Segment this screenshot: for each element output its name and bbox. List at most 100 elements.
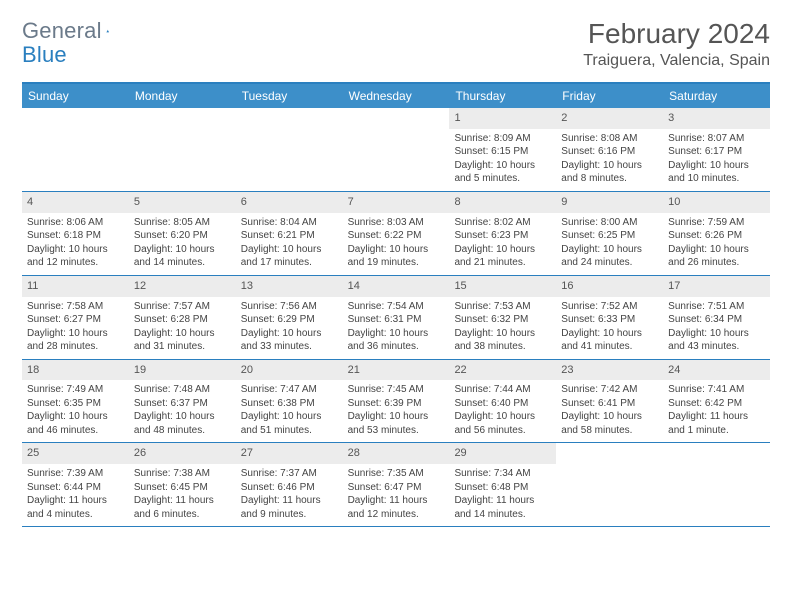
daylight-text-2: and 56 minutes. xyxy=(454,424,551,438)
daylight-text-2: and 46 minutes. xyxy=(27,424,124,438)
day-cell: 10Sunrise: 7:59 AMSunset: 6:26 PMDayligh… xyxy=(663,192,770,275)
day-header: Wednesday xyxy=(343,84,450,108)
day-details: Sunrise: 7:56 AMSunset: 6:29 PMDaylight:… xyxy=(236,297,343,359)
daylight-text-2: and 48 minutes. xyxy=(134,424,231,438)
day-header: Thursday xyxy=(449,84,556,108)
daylight-text-2: and 24 minutes. xyxy=(561,256,658,270)
day-details: Sunrise: 7:48 AMSunset: 6:37 PMDaylight:… xyxy=(129,380,236,442)
day-number: 22 xyxy=(449,360,556,381)
day-number: 12 xyxy=(129,276,236,297)
daylight-text-1: Daylight: 10 hours xyxy=(134,327,231,341)
sunset-text: Sunset: 6:21 PM xyxy=(241,229,338,243)
sunrise-text: Sunrise: 7:58 AM xyxy=(27,300,124,314)
sunset-text: Sunset: 6:27 PM xyxy=(27,313,124,327)
logo-text-blue-wrap: Blue xyxy=(22,42,67,68)
sunset-text: Sunset: 6:17 PM xyxy=(668,145,765,159)
day-cell: 29Sunrise: 7:34 AMSunset: 6:48 PMDayligh… xyxy=(449,443,556,526)
day-cell: 18Sunrise: 7:49 AMSunset: 6:35 PMDayligh… xyxy=(22,360,129,443)
sunset-text: Sunset: 6:25 PM xyxy=(561,229,658,243)
day-cell: 11Sunrise: 7:58 AMSunset: 6:27 PMDayligh… xyxy=(22,276,129,359)
day-number: 13 xyxy=(236,276,343,297)
empty-cell xyxy=(663,443,770,526)
day-cell: 28Sunrise: 7:35 AMSunset: 6:47 PMDayligh… xyxy=(343,443,450,526)
day-cell: 21Sunrise: 7:45 AMSunset: 6:39 PMDayligh… xyxy=(343,360,450,443)
day-number: 9 xyxy=(556,192,663,213)
daylight-text-2: and 10 minutes. xyxy=(668,172,765,186)
sunrise-text: Sunrise: 8:02 AM xyxy=(454,216,551,230)
daylight-text-1: Daylight: 10 hours xyxy=(348,327,445,341)
day-details: Sunrise: 7:42 AMSunset: 6:41 PMDaylight:… xyxy=(556,380,663,442)
daylight-text-2: and 6 minutes. xyxy=(134,508,231,522)
daylight-text-2: and 12 minutes. xyxy=(27,256,124,270)
day-details: Sunrise: 8:08 AMSunset: 6:16 PMDaylight:… xyxy=(556,129,663,191)
sunset-text: Sunset: 6:34 PM xyxy=(668,313,765,327)
empty-cell xyxy=(236,108,343,191)
sunrise-text: Sunrise: 8:08 AM xyxy=(561,132,658,146)
sunset-text: Sunset: 6:47 PM xyxy=(348,481,445,495)
day-details: Sunrise: 7:58 AMSunset: 6:27 PMDaylight:… xyxy=(22,297,129,359)
day-number: 7 xyxy=(343,192,450,213)
daylight-text-1: Daylight: 11 hours xyxy=(454,494,551,508)
daylight-text-2: and 51 minutes. xyxy=(241,424,338,438)
month-title: February 2024 xyxy=(583,18,770,50)
sunrise-text: Sunrise: 7:54 AM xyxy=(348,300,445,314)
week-row: 1Sunrise: 8:09 AMSunset: 6:15 PMDaylight… xyxy=(22,108,770,192)
daylight-text-2: and 31 minutes. xyxy=(134,340,231,354)
day-cell: 3Sunrise: 8:07 AMSunset: 6:17 PMDaylight… xyxy=(663,108,770,191)
sunrise-text: Sunrise: 7:45 AM xyxy=(348,383,445,397)
day-cell: 1Sunrise: 8:09 AMSunset: 6:15 PMDaylight… xyxy=(449,108,556,191)
day-number: 27 xyxy=(236,443,343,464)
daylight-text-2: and 41 minutes. xyxy=(561,340,658,354)
daylight-text-1: Daylight: 10 hours xyxy=(454,159,551,173)
sunset-text: Sunset: 6:37 PM xyxy=(134,397,231,411)
daylight-text-2: and 5 minutes. xyxy=(454,172,551,186)
daylight-text-1: Daylight: 10 hours xyxy=(27,410,124,424)
logo-text-general: General xyxy=(22,18,102,44)
daylight-text-1: Daylight: 10 hours xyxy=(134,243,231,257)
header: General February 2024 Traiguera, Valenci… xyxy=(22,18,770,70)
daylight-text-2: and 1 minute. xyxy=(668,424,765,438)
empty-cell xyxy=(129,108,236,191)
day-details: Sunrise: 7:49 AMSunset: 6:35 PMDaylight:… xyxy=(22,380,129,442)
daylight-text-2: and 8 minutes. xyxy=(561,172,658,186)
day-number: 17 xyxy=(663,276,770,297)
day-details: Sunrise: 7:38 AMSunset: 6:45 PMDaylight:… xyxy=(129,464,236,526)
day-cell: 13Sunrise: 7:56 AMSunset: 6:29 PMDayligh… xyxy=(236,276,343,359)
sunrise-text: Sunrise: 7:44 AM xyxy=(454,383,551,397)
daylight-text-1: Daylight: 10 hours xyxy=(454,243,551,257)
sunset-text: Sunset: 6:22 PM xyxy=(348,229,445,243)
day-cell: 20Sunrise: 7:47 AMSunset: 6:38 PMDayligh… xyxy=(236,360,343,443)
day-details: Sunrise: 8:05 AMSunset: 6:20 PMDaylight:… xyxy=(129,213,236,275)
day-number: 8 xyxy=(449,192,556,213)
day-number: 29 xyxy=(449,443,556,464)
day-cell: 23Sunrise: 7:42 AMSunset: 6:41 PMDayligh… xyxy=(556,360,663,443)
week-row: 11Sunrise: 7:58 AMSunset: 6:27 PMDayligh… xyxy=(22,276,770,360)
day-number: 28 xyxy=(343,443,450,464)
daylight-text-1: Daylight: 10 hours xyxy=(561,410,658,424)
daylight-text-1: Daylight: 10 hours xyxy=(27,327,124,341)
day-details: Sunrise: 7:39 AMSunset: 6:44 PMDaylight:… xyxy=(22,464,129,526)
week-row: 4Sunrise: 8:06 AMSunset: 6:18 PMDaylight… xyxy=(22,192,770,276)
day-details: Sunrise: 8:00 AMSunset: 6:25 PMDaylight:… xyxy=(556,213,663,275)
daylight-text-2: and 33 minutes. xyxy=(241,340,338,354)
day-cell: 17Sunrise: 7:51 AMSunset: 6:34 PMDayligh… xyxy=(663,276,770,359)
daylight-text-1: Daylight: 10 hours xyxy=(668,159,765,173)
daylight-text-2: and 12 minutes. xyxy=(348,508,445,522)
day-details: Sunrise: 8:02 AMSunset: 6:23 PMDaylight:… xyxy=(449,213,556,275)
day-cell: 8Sunrise: 8:02 AMSunset: 6:23 PMDaylight… xyxy=(449,192,556,275)
sunrise-text: Sunrise: 8:07 AM xyxy=(668,132,765,146)
sunset-text: Sunset: 6:39 PM xyxy=(348,397,445,411)
empty-cell xyxy=(556,443,663,526)
day-details: Sunrise: 7:37 AMSunset: 6:46 PMDaylight:… xyxy=(236,464,343,526)
sunrise-text: Sunrise: 7:37 AM xyxy=(241,467,338,481)
daylight-text-2: and 14 minutes. xyxy=(454,508,551,522)
sunrise-text: Sunrise: 8:05 AM xyxy=(134,216,231,230)
day-details: Sunrise: 8:03 AMSunset: 6:22 PMDaylight:… xyxy=(343,213,450,275)
day-number: 25 xyxy=(22,443,129,464)
sunset-text: Sunset: 6:33 PM xyxy=(561,313,658,327)
sunset-text: Sunset: 6:23 PM xyxy=(454,229,551,243)
day-cell: 2Sunrise: 8:08 AMSunset: 6:16 PMDaylight… xyxy=(556,108,663,191)
sunset-text: Sunset: 6:42 PM xyxy=(668,397,765,411)
sunset-text: Sunset: 6:44 PM xyxy=(27,481,124,495)
sunset-text: Sunset: 6:32 PM xyxy=(454,313,551,327)
